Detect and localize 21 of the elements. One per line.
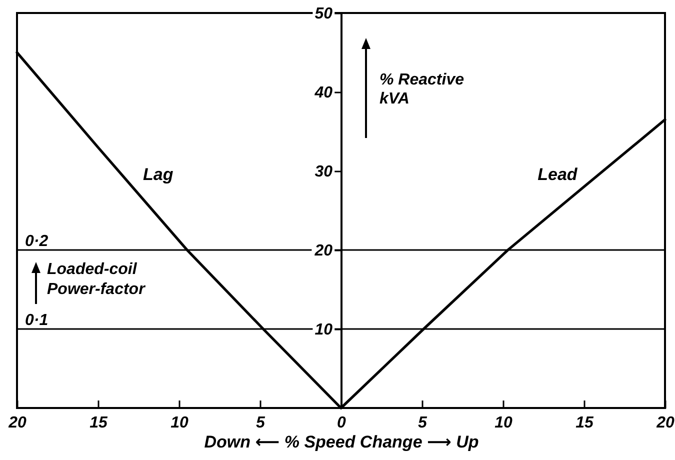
annotation: 0·1	[25, 312, 48, 329]
x-tick-label: 20	[8, 414, 26, 432]
x-tick-label: 15	[90, 414, 108, 432]
series-label: Lead	[538, 164, 578, 184]
y-axis-title: % Reactive kVA	[380, 72, 464, 108]
x-tick-label: 5	[418, 414, 428, 432]
x-tick-label: 20	[656, 414, 674, 432]
series-label: Lag	[142, 164, 174, 184]
x-tick-label: 0	[337, 414, 346, 432]
y-tick-label: 50	[314, 6, 333, 22]
x-tick-label: 15	[576, 414, 594, 432]
x-tick-label: 10	[170, 414, 188, 432]
y-tick-label: 30	[314, 164, 333, 180]
y-tick-label: 20	[314, 242, 333, 260]
x-tick-label: 10	[494, 414, 512, 432]
annotation: Loaded-coil Power-factor	[47, 261, 146, 298]
y-tick-label: 40	[314, 84, 333, 102]
y-tick-label: 10	[314, 322, 333, 338]
x-axis-title: Down ⟵ % Speed Change ⟶ Up	[204, 432, 479, 452]
x-tick-label: 5	[256, 414, 266, 432]
annotation: 0·2	[25, 233, 48, 250]
